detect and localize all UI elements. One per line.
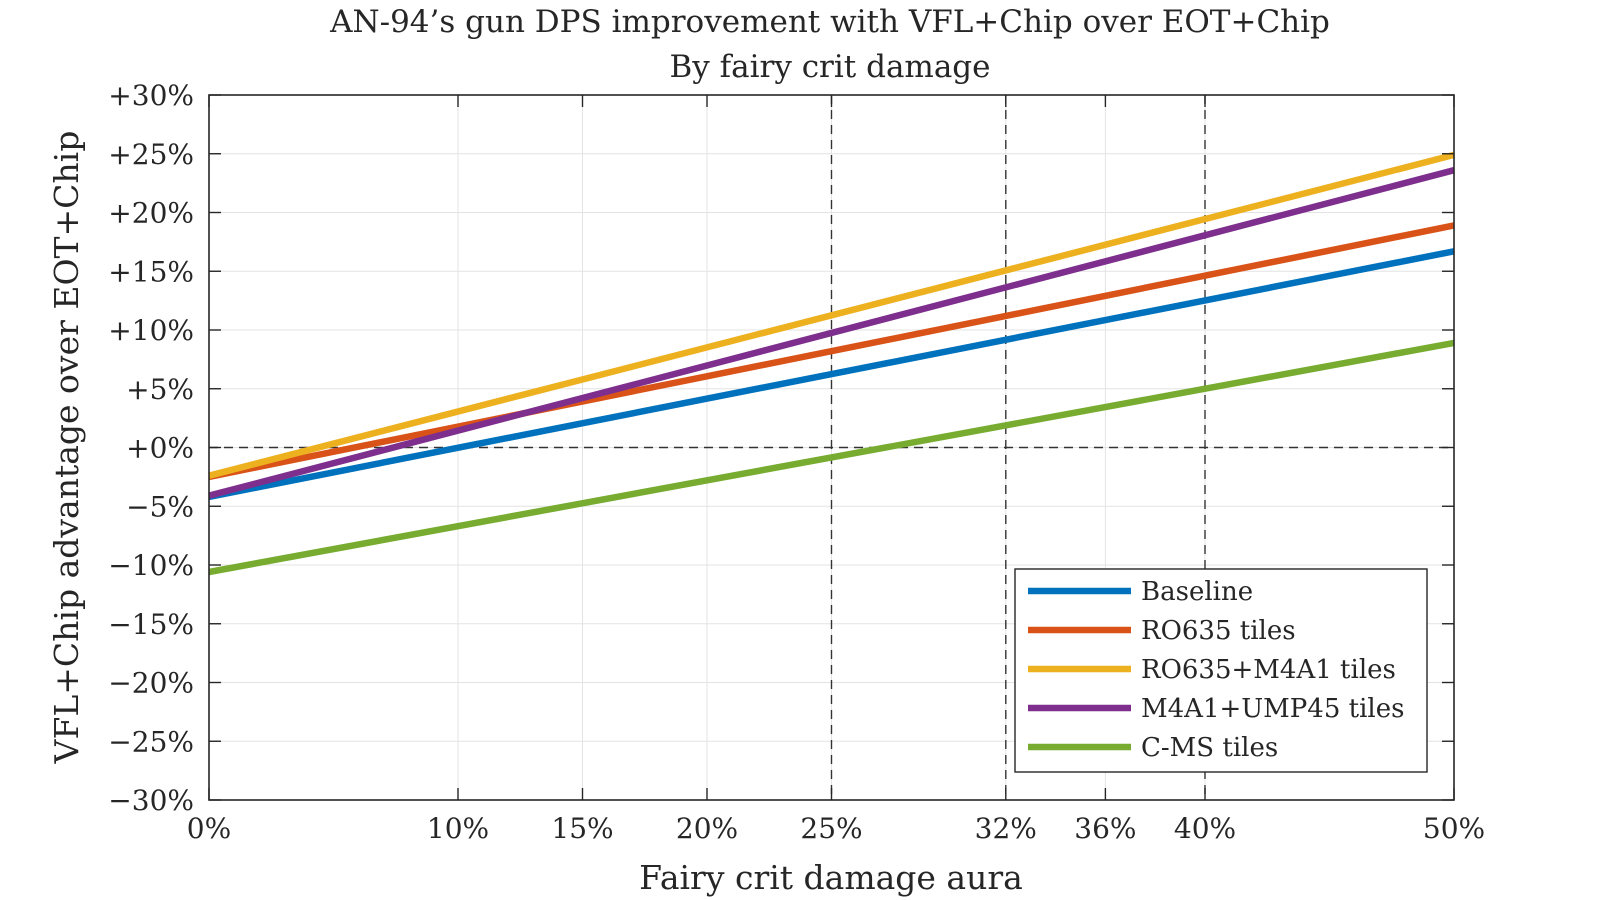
series-line-ro635-tiles [208,222,1455,481]
legend-label-baseline: Baseline [1141,577,1253,607]
legend: Baseline RO635 tiles RO635+M4A1 tiles M4A1+… [1014,568,1428,773]
y-tick-label: +0% [126,432,194,465]
series-line-c-ms-tiles [208,339,1455,576]
legend-label-m4a1-ump45-tiles: M4A1+UMP45 tiles [1141,694,1404,724]
x-tick-labels: 0% 10% 15% 20% 25% 32% 36% 40% 50% [187,812,1485,845]
chart-title: AN-94’s gun DPS improvement with VFL+Chi… [329,4,1330,40]
y-tick-label: +25% [108,138,194,171]
y-axis-label: VFL+Chip advantage over EOT+Chip [47,131,86,765]
y-tick-label: +15% [108,255,194,288]
x-tick-label: 40% [1174,812,1236,845]
x-tick-label: 36% [1074,812,1136,845]
x-tick-label: 25% [800,812,862,845]
data-series [208,151,1455,576]
y-tick-label: +20% [108,197,194,230]
x-tick-label: 10% [427,812,489,845]
legend-label-c-ms-tiles: C-MS tiles [1141,733,1278,763]
x-tick-label: 50% [1423,812,1485,845]
y-tick-label: +10% [108,314,194,347]
chart-subtitle: By fairy crit damage [669,49,990,85]
y-tick-label: −15% [108,608,194,641]
series-line-m4a1-ump45-tiles [208,167,1455,499]
y-tick-label: −10% [108,549,194,582]
y-tick-labels: +30% +25% +20% +15% +10% +5% +0% −5% −10% −15% −20… [108,79,194,817]
series-line-baseline [208,248,1455,501]
x-tick-label: 32% [975,812,1037,845]
legend-label-ro635-m4a1-tiles: RO635+M4A1 tiles [1141,655,1396,685]
y-tick-label: −30% [108,784,194,817]
legend-label-ro635-tiles: RO635 tiles [1141,616,1296,646]
x-tick-label: 0% [187,812,231,845]
y-tick-label: +5% [126,373,194,406]
axis-ticks [208,94,1455,801]
x-tick-label: 15% [551,812,613,845]
x-axis-label: Fairy crit damage aura [639,858,1023,897]
y-tick-label: −25% [108,725,194,758]
y-tick-label: −20% [108,667,194,700]
y-tick-label: +30% [108,79,194,112]
y-tick-label: −5% [126,490,194,523]
series-line-ro635-m4a1-tiles [208,151,1455,479]
x-tick-label: 20% [676,812,738,845]
